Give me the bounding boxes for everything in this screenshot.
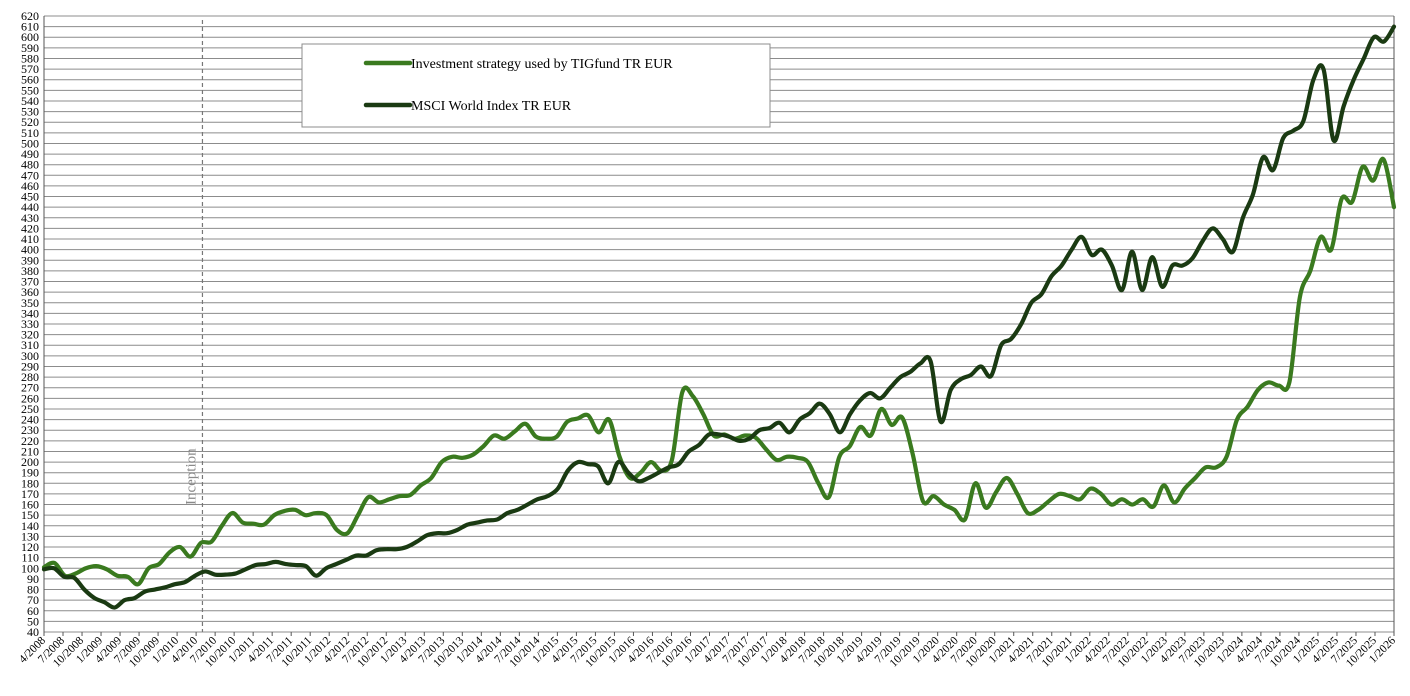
y-tick-label: 130 [21, 529, 39, 543]
y-tick-label: 470 [21, 168, 39, 182]
y-tick-label: 330 [21, 317, 39, 331]
y-tick-label: 340 [21, 306, 39, 320]
y-tick-label: 520 [21, 115, 39, 129]
y-tick-label: 380 [21, 264, 39, 278]
y-tick-label: 260 [21, 391, 39, 405]
y-tick-label: 280 [21, 370, 39, 384]
y-tick-label: 430 [21, 211, 39, 225]
y-tick-label: 550 [21, 83, 39, 97]
y-tick-label: 360 [21, 285, 39, 299]
y-tick-label: 560 [21, 73, 39, 87]
y-tick-label: 140 [21, 519, 39, 533]
y-tick-label: 460 [21, 179, 39, 193]
legend-label-strategy: Investment strategy used by TIGfund TR E… [411, 57, 673, 72]
y-tick-label: 350 [21, 296, 39, 310]
y-tick-label: 410 [21, 232, 39, 246]
y-tick-label: 170 [21, 487, 39, 501]
y-tick-label: 310 [21, 338, 39, 352]
y-tick-label: 600 [21, 30, 39, 44]
legend: Investment strategy used by TIGfund TR E… [301, 43, 771, 128]
y-tick-label: 60 [27, 604, 39, 618]
legend-label-msci: MSCI World Index TR EUR [411, 99, 572, 114]
y-tick-label: 150 [21, 508, 39, 522]
y-tick-label: 440 [21, 200, 39, 214]
y-tick-label: 400 [21, 243, 39, 257]
y-tick-label: 240 [21, 413, 39, 427]
y-tick-label: 210 [21, 444, 39, 458]
y-tick-label: 480 [21, 158, 39, 172]
y-tick-label: 290 [21, 359, 39, 373]
y-axis-tick-labels: 4050607080901001101201301401501601701801… [21, 9, 39, 639]
y-tick-label: 500 [21, 136, 39, 150]
y-tick-label: 580 [21, 51, 39, 65]
y-tick-label: 110 [21, 551, 39, 565]
y-tick-label: 320 [21, 328, 39, 342]
legend-box [301, 43, 771, 128]
y-tick-label: 50 [27, 614, 39, 628]
y-tick-label: 180 [21, 476, 39, 490]
y-tick-label: 220 [21, 434, 39, 448]
y-tick-label: 250 [21, 402, 39, 416]
y-tick-label: 450 [21, 190, 39, 204]
y-tick-label: 120 [21, 540, 39, 554]
y-tick-label: 540 [21, 94, 39, 108]
y-tick-label: 270 [21, 381, 39, 395]
y-tick-label: 40 [27, 625, 39, 639]
y-tick-label: 390 [21, 253, 39, 267]
inception-label: Inception [183, 448, 199, 505]
y-tick-label: 590 [21, 41, 39, 55]
y-tick-label: 70 [27, 593, 39, 607]
y-tick-label: 90 [27, 572, 39, 586]
y-tick-label: 370 [21, 275, 39, 289]
y-tick-label: 620 [21, 9, 39, 23]
y-tick-label: 230 [21, 423, 39, 437]
y-tick-label: 160 [21, 498, 39, 512]
inception-annotation: Inception [183, 20, 204, 632]
series-line-msci [41, 24, 1397, 610]
y-tick-label: 100 [21, 561, 39, 575]
y-tick-label: 610 [21, 20, 39, 34]
data-series [41, 24, 1397, 610]
y-tick-label: 200 [21, 455, 39, 469]
x-axis-tick-labels: 4/20087/200810/20081/20094/20097/200910/… [17, 632, 1398, 670]
series-line-strategy [41, 156, 1397, 587]
y-tick-label: 570 [21, 62, 39, 76]
y-tick-label: 510 [21, 126, 39, 140]
y-tick-label: 490 [21, 147, 39, 161]
y-tick-label: 530 [21, 105, 39, 119]
y-tick-label: 190 [21, 466, 39, 480]
y-tick-label: 80 [27, 583, 39, 597]
y-tick-label: 300 [21, 349, 39, 363]
y-tick-label: 420 [21, 221, 39, 235]
